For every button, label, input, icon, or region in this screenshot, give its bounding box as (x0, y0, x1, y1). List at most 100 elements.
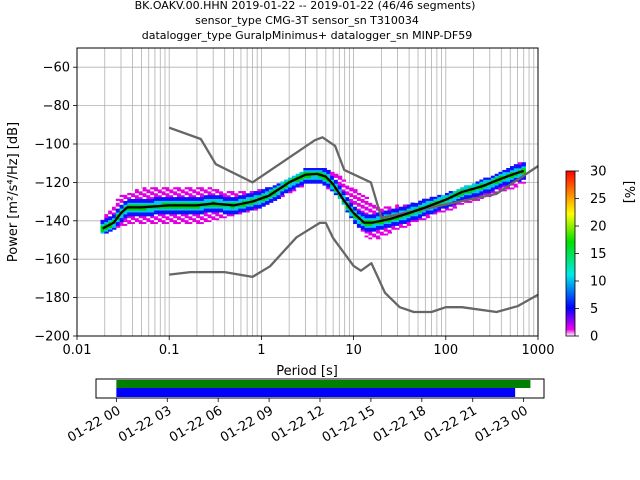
density-cell (368, 214, 373, 217)
density-cell (345, 206, 350, 209)
y-tick-label: −120 (34, 176, 70, 191)
density-cell (226, 208, 232, 211)
density-cell (360, 202, 366, 205)
density-cell (360, 229, 366, 232)
density-cell (452, 204, 458, 207)
density-cell (395, 223, 400, 226)
density-cell (337, 189, 343, 192)
density-cell (161, 191, 167, 194)
density-cell (115, 198, 121, 201)
density-cell (368, 229, 373, 232)
density-cell (226, 214, 232, 217)
density-cell (188, 219, 193, 223)
density-cell (215, 204, 220, 207)
density-cell (341, 192, 347, 196)
density-cell (169, 200, 174, 203)
density-cell (433, 210, 438, 213)
density-cell (134, 200, 140, 203)
density-cell (337, 191, 343, 194)
density-cell (345, 194, 350, 198)
density-cell (154, 202, 159, 205)
density-cell (215, 196, 220, 200)
colorbar: 0 5 10 15 20 25 30 [%] (565, 165, 636, 345)
density-cell (238, 212, 243, 215)
density-cell (345, 192, 350, 196)
density-cell (268, 200, 274, 203)
density-cell (372, 212, 377, 215)
density-cell (230, 208, 236, 211)
density-cell (517, 168, 523, 171)
density-cell (180, 202, 186, 205)
density-cell (414, 200, 419, 203)
density-cell (261, 191, 266, 194)
density-cell (134, 202, 140, 205)
density-cell (349, 214, 354, 217)
density-cell (414, 204, 419, 207)
density-cell (448, 198, 454, 201)
density-cell (108, 219, 113, 223)
density-cell (410, 216, 415, 219)
density-cell (123, 219, 128, 223)
density-cell (142, 191, 148, 194)
density-cell (173, 219, 178, 223)
density-cell (169, 216, 174, 219)
density-cell (177, 202, 182, 205)
density-cell (245, 198, 251, 201)
density-cell (173, 210, 178, 213)
density-cell (460, 194, 465, 198)
density-cell (284, 192, 289, 196)
density-cell (177, 187, 182, 190)
density-cell (288, 191, 293, 194)
density-cell (326, 175, 331, 178)
density-cell (215, 192, 220, 196)
density-cell (203, 219, 209, 223)
density-cell (138, 189, 144, 192)
density-cell (119, 216, 125, 219)
density-cell (131, 221, 136, 224)
density-cell (207, 187, 213, 190)
density-cell (433, 208, 438, 211)
y-tick-label: −100 (34, 138, 70, 153)
density-cell (452, 198, 458, 201)
density-cell (203, 204, 209, 207)
density-cell (337, 175, 343, 178)
density-cell (196, 194, 201, 198)
density-cell (215, 217, 220, 221)
density-cell (479, 187, 484, 190)
density-cell (429, 202, 435, 205)
density-cell (460, 187, 465, 190)
density-cell (379, 233, 385, 236)
density-cell (353, 219, 358, 223)
density-cell (138, 196, 144, 200)
density-cell (314, 181, 320, 184)
density-cell (142, 202, 148, 205)
density-cell (215, 200, 220, 203)
density-cell (146, 191, 151, 194)
density-cell (364, 214, 370, 217)
density-cell (165, 208, 170, 211)
density-cell (521, 181, 526, 184)
density-cell (506, 183, 511, 186)
density-cell (406, 216, 412, 219)
timeline-tick-label: 01-22 12 (269, 403, 327, 445)
density-cell (219, 212, 224, 215)
density-cell (215, 208, 220, 211)
density-cell (207, 198, 213, 201)
density-cell (291, 181, 297, 184)
density-cell (502, 169, 507, 173)
density-cell (406, 217, 412, 221)
density-cell (203, 187, 209, 190)
density-cell (399, 210, 404, 213)
density-cell (376, 212, 381, 215)
density-cell (513, 169, 519, 173)
density-cell (448, 194, 454, 198)
density-cell (115, 204, 121, 207)
density-cell (169, 192, 174, 196)
density-cell (502, 173, 507, 176)
density-cell (456, 194, 461, 198)
density-cell (184, 189, 190, 192)
density-cell (127, 210, 132, 213)
density-cell (192, 206, 197, 209)
density-cell (138, 216, 144, 219)
density-cell (513, 173, 519, 176)
